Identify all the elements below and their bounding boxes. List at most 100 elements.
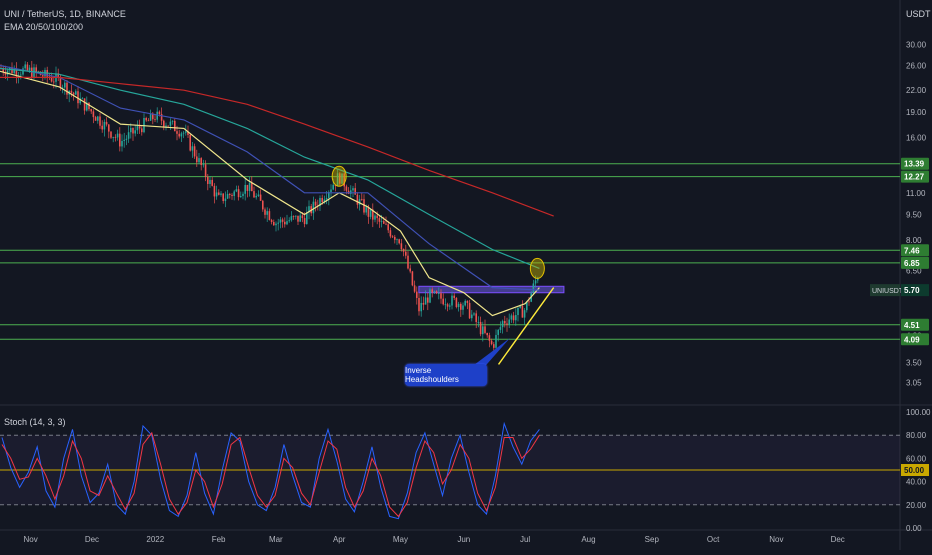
candle-body xyxy=(231,194,233,196)
candle-body xyxy=(152,113,154,120)
candle-body xyxy=(354,188,356,195)
candle-body xyxy=(356,194,359,205)
x-tick-label: May xyxy=(393,535,408,544)
stoch-line xyxy=(1,421,540,520)
candle-body xyxy=(537,278,539,281)
stoch-level-tag xyxy=(901,464,929,476)
candle-body xyxy=(90,109,92,112)
candle-body xyxy=(466,300,469,303)
candle-body xyxy=(50,77,53,82)
y-tick-label: 16.00 xyxy=(906,133,927,142)
price-level-tag xyxy=(901,318,929,331)
candle-body xyxy=(301,215,304,219)
y-tick-label: 26.00 xyxy=(906,62,927,71)
candle-body xyxy=(64,82,66,88)
candle-body xyxy=(314,201,317,206)
candle-body xyxy=(224,198,227,202)
candle-body xyxy=(482,326,484,335)
candle-body xyxy=(97,116,99,121)
candle-body xyxy=(198,158,200,163)
candle-body xyxy=(512,315,515,321)
candle-body xyxy=(396,239,398,241)
candle-body xyxy=(358,199,361,205)
candle-body xyxy=(244,184,246,194)
candle-body xyxy=(497,329,499,335)
symbol-tag xyxy=(870,284,900,297)
candle-body xyxy=(506,323,508,325)
candle-body xyxy=(488,335,491,341)
candle-body xyxy=(207,176,209,184)
candle-body xyxy=(453,295,455,298)
candle-body xyxy=(504,321,506,324)
candle-body xyxy=(246,184,249,191)
candle-body xyxy=(352,188,354,191)
candle-body xyxy=(229,193,231,195)
candle-body xyxy=(187,131,189,135)
candle-body xyxy=(411,271,414,286)
x-tick-label: Mar xyxy=(269,535,283,544)
candle-body xyxy=(475,313,477,323)
x-tick-label: Apr xyxy=(333,535,346,544)
candle-body xyxy=(15,68,18,77)
candle-body xyxy=(193,146,196,157)
candle-body xyxy=(473,313,475,315)
candle-body xyxy=(202,164,205,166)
candle-body xyxy=(526,301,528,311)
candle-body xyxy=(365,207,367,213)
candle-body xyxy=(424,297,427,305)
price-level-value: 12.27 xyxy=(904,173,925,182)
candle-body xyxy=(77,91,79,104)
candle-body xyxy=(490,340,493,345)
candle-body xyxy=(376,215,378,219)
y-tick-label: 11.00 xyxy=(906,189,926,198)
candle-body xyxy=(264,209,266,215)
candle-body xyxy=(277,222,279,224)
candle-body xyxy=(213,185,216,197)
y-tick-label: 19.00 xyxy=(906,108,927,117)
candle-body xyxy=(114,136,117,138)
candle-body xyxy=(26,64,29,71)
price-level-tag xyxy=(901,170,929,183)
candle-body xyxy=(160,113,163,121)
candle-body xyxy=(420,302,422,312)
candle-body xyxy=(70,90,73,93)
candle-body xyxy=(321,197,323,203)
candle-body xyxy=(444,304,447,306)
candle-body xyxy=(154,119,156,121)
candle-body xyxy=(336,173,339,186)
stoch-y-tick-label: 60.00 xyxy=(906,454,927,463)
candle-body xyxy=(330,189,332,193)
candle-body xyxy=(510,315,513,320)
candle-body xyxy=(398,239,400,244)
candle-body xyxy=(455,297,458,308)
candle-body xyxy=(240,196,242,198)
x-tick-label: Dec xyxy=(831,535,845,544)
candle-body xyxy=(169,121,172,126)
candle-body xyxy=(532,283,535,294)
candle-body xyxy=(323,199,326,203)
candle-body xyxy=(431,289,433,293)
candle-body xyxy=(6,70,9,75)
current-price-tag xyxy=(901,284,929,297)
candle-body xyxy=(138,126,141,129)
candle-body xyxy=(389,230,392,237)
candle-body xyxy=(363,199,365,213)
candle-body xyxy=(136,126,139,131)
candle-body xyxy=(253,191,255,198)
candle-body xyxy=(209,179,211,184)
current-price-value: 5.70 xyxy=(904,286,920,295)
candle-body xyxy=(442,298,444,305)
candle-body xyxy=(147,120,150,122)
stoch-y-tick-label: 20.00 xyxy=(906,501,927,510)
candle-body xyxy=(508,319,510,325)
stoch-line xyxy=(1,431,540,518)
candle-body xyxy=(189,134,191,151)
candle-body xyxy=(268,211,271,220)
candle-body xyxy=(262,200,264,210)
candle-body xyxy=(57,73,59,77)
candle-body xyxy=(394,236,396,240)
candle-body xyxy=(185,131,187,133)
candle-body xyxy=(523,310,526,318)
candle-body xyxy=(88,102,90,110)
candle-body xyxy=(369,209,372,217)
